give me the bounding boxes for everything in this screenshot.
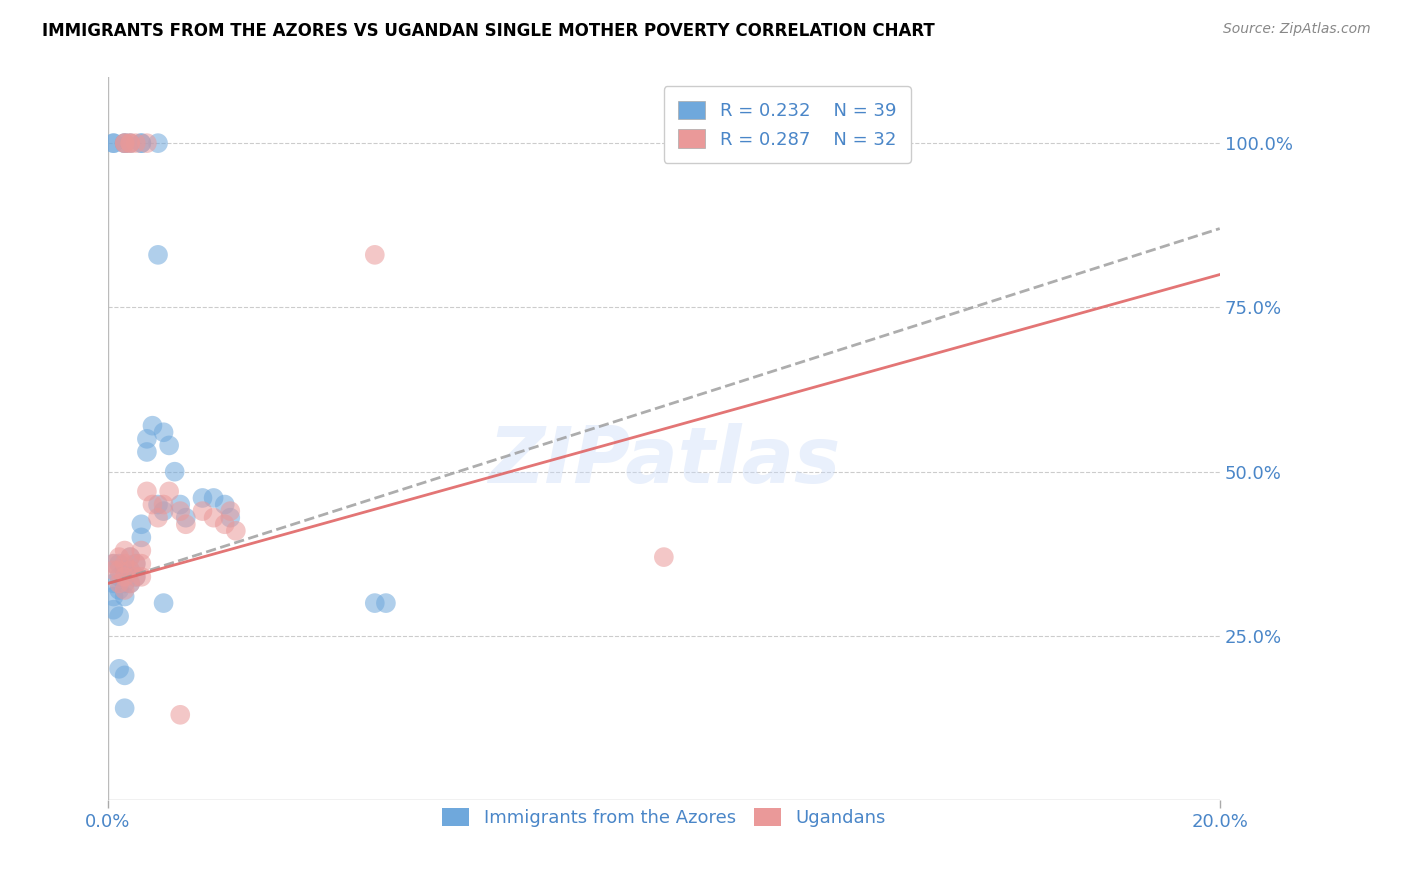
Point — [152, 596, 174, 610]
Point — [135, 445, 157, 459]
Point — [103, 563, 125, 577]
Text: Source: ZipAtlas.com: Source: ZipAtlas.com — [1223, 22, 1371, 37]
Point — [114, 136, 136, 150]
Point — [374, 596, 396, 610]
Point — [103, 576, 125, 591]
Point — [114, 136, 136, 150]
Point — [169, 707, 191, 722]
Point — [108, 609, 131, 624]
Point — [114, 563, 136, 577]
Point — [135, 136, 157, 150]
Point — [120, 576, 142, 591]
Point — [114, 582, 136, 597]
Point — [219, 504, 242, 518]
Point — [120, 563, 142, 577]
Point — [103, 602, 125, 616]
Point — [108, 570, 131, 584]
Point — [108, 550, 131, 565]
Point — [174, 510, 197, 524]
Point — [103, 136, 125, 150]
Point — [157, 484, 180, 499]
Point — [202, 491, 225, 505]
Point — [157, 438, 180, 452]
Point — [108, 662, 131, 676]
Point — [120, 136, 142, 150]
Point — [103, 557, 125, 571]
Point — [131, 517, 153, 532]
Point — [202, 510, 225, 524]
Point — [169, 504, 191, 518]
Point — [364, 596, 387, 610]
Point — [103, 590, 125, 604]
Point — [174, 517, 197, 532]
Point — [141, 418, 163, 433]
Point — [114, 557, 136, 571]
Point — [152, 498, 174, 512]
Point — [108, 557, 131, 571]
Text: ZIPatlas: ZIPatlas — [488, 423, 839, 499]
Point — [152, 425, 174, 440]
Legend: Immigrants from the Azores, Ugandans: Immigrants from the Azores, Ugandans — [434, 801, 893, 835]
Point — [103, 557, 125, 571]
Point — [131, 557, 153, 571]
Point — [225, 524, 247, 538]
Point — [131, 136, 153, 150]
Point — [114, 136, 136, 150]
Point — [191, 504, 214, 518]
Point — [125, 570, 148, 584]
Point — [163, 465, 186, 479]
Point — [131, 530, 153, 544]
Point — [146, 248, 169, 262]
Point — [114, 701, 136, 715]
Point — [120, 563, 142, 577]
Point — [219, 510, 242, 524]
Point — [146, 510, 169, 524]
Point — [120, 550, 142, 565]
Point — [125, 557, 148, 571]
Point — [125, 136, 148, 150]
Point — [114, 590, 136, 604]
Point — [652, 550, 675, 565]
Point — [214, 517, 236, 532]
Point — [108, 563, 131, 577]
Point — [114, 668, 136, 682]
Point — [131, 136, 153, 150]
Point — [120, 550, 142, 565]
Text: IMMIGRANTS FROM THE AZORES VS UGANDAN SINGLE MOTHER POVERTY CORRELATION CHART: IMMIGRANTS FROM THE AZORES VS UGANDAN SI… — [42, 22, 935, 40]
Point — [114, 543, 136, 558]
Point — [114, 136, 136, 150]
Point — [103, 136, 125, 150]
Point — [146, 136, 169, 150]
Point — [120, 136, 142, 150]
Point — [114, 570, 136, 584]
Point — [120, 576, 142, 591]
Point — [135, 432, 157, 446]
Point — [364, 248, 387, 262]
Point — [141, 498, 163, 512]
Point — [131, 543, 153, 558]
Point — [125, 557, 148, 571]
Point — [114, 576, 136, 591]
Point — [191, 491, 214, 505]
Point — [152, 504, 174, 518]
Point — [169, 498, 191, 512]
Point — [125, 570, 148, 584]
Point — [146, 498, 169, 512]
Point — [214, 498, 236, 512]
Point — [108, 582, 131, 597]
Point — [108, 576, 131, 591]
Point — [120, 136, 142, 150]
Point — [135, 484, 157, 499]
Point — [131, 570, 153, 584]
